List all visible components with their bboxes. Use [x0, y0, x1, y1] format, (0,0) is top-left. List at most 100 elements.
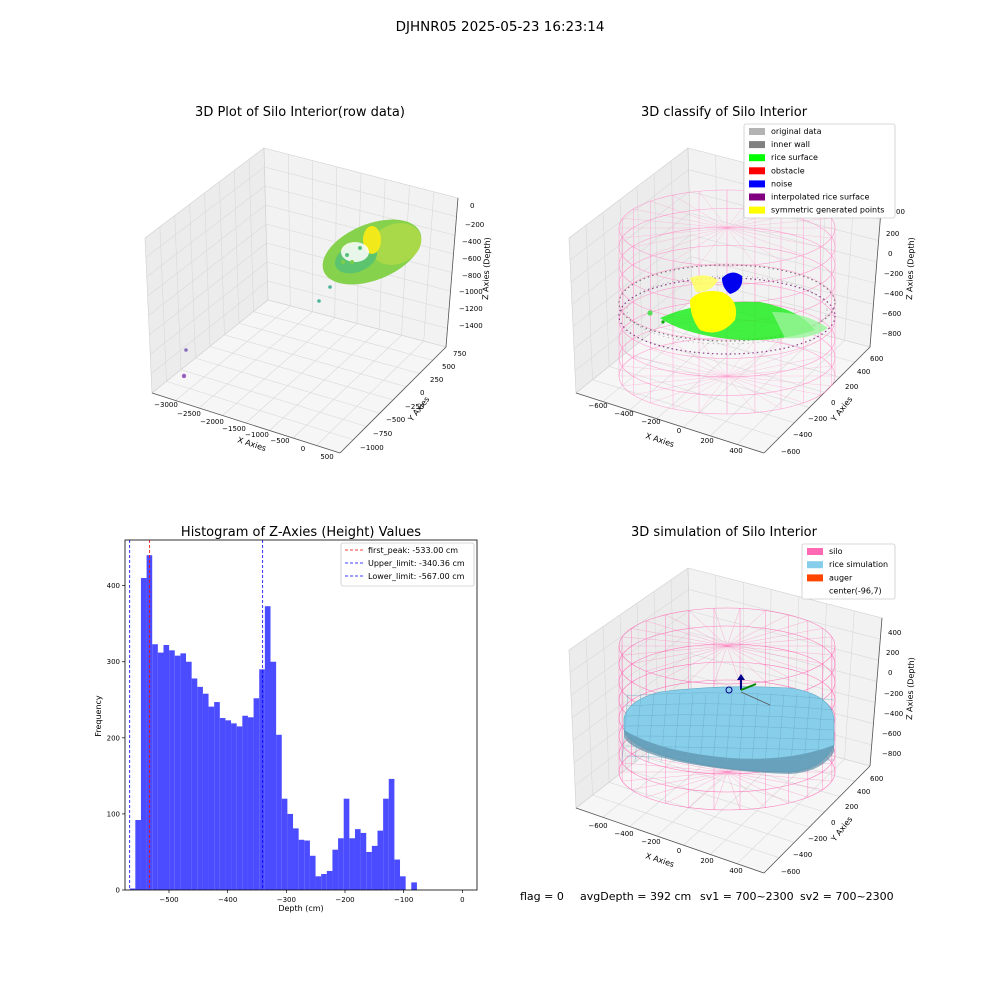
histogram-xtick-label: −300 — [277, 896, 296, 904]
histogram-bar — [219, 718, 226, 890]
histogram-bar — [186, 661, 192, 890]
legend-swatch — [807, 574, 823, 582]
histogram-bar — [236, 726, 243, 890]
p4-ztick: −200 — [884, 690, 903, 698]
p2-ztick: −400 — [884, 290, 903, 298]
p4-xtick: −400 — [614, 830, 633, 838]
p4-xtick: 200 — [700, 857, 713, 865]
histogram-bar — [304, 840, 310, 890]
p1-xtick: −2000 — [200, 418, 224, 426]
histogram-bar — [242, 715, 248, 890]
p1-xtick: 0 — [301, 445, 305, 453]
p1-ztick: −1000 — [459, 288, 483, 296]
histogram-bar — [287, 813, 294, 890]
legend-swatch — [807, 548, 823, 555]
p1-ytick: 250 — [430, 376, 443, 384]
legend-label: noise — [771, 179, 792, 188]
p2-ztick: −800 — [882, 330, 901, 338]
p4-ytick: 400 — [857, 788, 870, 796]
p1-ztick: 0 — [470, 202, 474, 210]
histogram-frame — [124, 539, 478, 891]
p2-xlabel: X Axies — [644, 431, 675, 449]
histogram-bar — [135, 820, 141, 890]
histogram-legend: first_peak: -533.00 cm Upper_limit: -340.… — [340, 542, 475, 587]
legend-swatch — [749, 141, 765, 149]
legend-swatch — [749, 154, 765, 162]
histogram-bar — [208, 706, 215, 890]
p2-ytick: −600 — [781, 448, 800, 456]
p4-ytick: 600 — [870, 775, 883, 783]
p4-ztick: −400 — [884, 710, 903, 718]
histogram-bar — [366, 851, 372, 890]
footer-sv1: sv1 = 700~2300 — [700, 890, 794, 903]
panel4-rice-surface — [621, 674, 835, 774]
histogram-bar — [281, 798, 288, 890]
histogram-bar — [371, 845, 378, 890]
legend-swatch — [807, 561, 823, 569]
panel3-histogram: −500 −400 −300 −200 −100 0 0 100 200 300 400 Dept… — [94, 539, 478, 913]
histogram-bar — [180, 653, 187, 890]
p2-xtick: 400 — [729, 447, 742, 455]
p4-xtick: 400 — [729, 867, 742, 875]
p1-zlabel: Z Axies (Depth) — [481, 237, 492, 300]
p2-ztick: 200 — [886, 230, 899, 238]
p2-ztick: −600 — [882, 310, 901, 318]
histogram-bar — [169, 650, 175, 890]
histogram-ytick-label: 400 — [107, 582, 120, 590]
histogram-bar — [225, 720, 232, 890]
histogram-ytick-label: 200 — [107, 734, 120, 742]
histogram-legend-label: Lower_limit: -567.00 cm — [368, 572, 465, 581]
p4-ytick: −200 — [808, 835, 827, 843]
panel2-points — [618, 264, 836, 355]
histogram-bar — [259, 669, 265, 890]
legend-label: center(-96,7) — [829, 587, 882, 596]
footer-status: flag = 0 avgDepth = 392 cm sv1 = 700~230… — [520, 890, 894, 903]
p1-ztick: −800 — [462, 272, 481, 280]
panel1-title: 3D Plot of Silo Interior(row data) — [195, 105, 405, 120]
panel4-z-ticks: 400 200 0 −200 −400 −600 −800 Z Axies (D… — [882, 629, 916, 758]
p4-zlabel: Z Axies (Depth) — [905, 657, 916, 720]
p2-ztick: 0 — [888, 250, 892, 258]
p4-xtick: −600 — [588, 822, 607, 830]
p4-xtick: −200 — [641, 838, 660, 846]
legend-label: auger — [829, 573, 853, 582]
p4-ztick: 200 — [886, 649, 899, 657]
figure-suptitle: DJHNR05 2025-05-23 16:23:14 — [396, 19, 605, 35]
histogram-bar — [377, 830, 384, 890]
histogram-bar — [253, 698, 260, 890]
histogram-bar — [411, 882, 417, 890]
histogram-bar — [388, 778, 395, 890]
p2-ztick: −200 — [884, 270, 903, 278]
histogram-bar — [231, 723, 237, 890]
p4-xtick: 0 — [677, 847, 681, 855]
p1-xtick: −1000 — [245, 431, 269, 439]
p1-xtick: −500 — [270, 437, 289, 445]
histogram-bar — [332, 849, 339, 890]
histogram-xtick-label: −400 — [218, 896, 237, 904]
histogram-xtick-label: −200 — [335, 896, 354, 904]
p2-xtick: 0 — [677, 427, 681, 435]
p1-ytick: −1000 — [360, 444, 384, 452]
p2-ytick: −400 — [793, 431, 812, 439]
p1-ztick: −400 — [462, 238, 481, 246]
p1-xtick: −1500 — [222, 425, 246, 433]
p4-ytick: −400 — [793, 851, 812, 859]
histogram-bar — [163, 645, 170, 890]
histogram-bar — [400, 876, 406, 890]
p4-ztick: −600 — [882, 730, 901, 738]
p4-ztick: −800 — [882, 750, 901, 758]
footer-flag: flag = 0 — [520, 890, 564, 903]
legend-swatch — [749, 180, 765, 188]
histogram-bar — [383, 798, 389, 890]
histogram-bar — [326, 870, 333, 890]
p2-xtick: −200 — [641, 418, 660, 426]
legend-label: original data — [771, 127, 822, 136]
panel1-z-ticks: 0 −200 −400 −600 −800 −1000 −1200 −1400 … — [459, 202, 492, 330]
footer-sv2: sv2 = 700~2300 — [800, 890, 894, 903]
histogram-bar — [338, 838, 344, 890]
panel1-scatter-points — [181, 219, 422, 379]
p1-ztick: −1200 — [459, 305, 483, 313]
histogram-x-ticks: −500 −400 −300 −200 −100 0 — [159, 890, 465, 904]
p2-xtick: −400 — [614, 410, 633, 418]
p2-ytick: 0 — [831, 399, 835, 407]
